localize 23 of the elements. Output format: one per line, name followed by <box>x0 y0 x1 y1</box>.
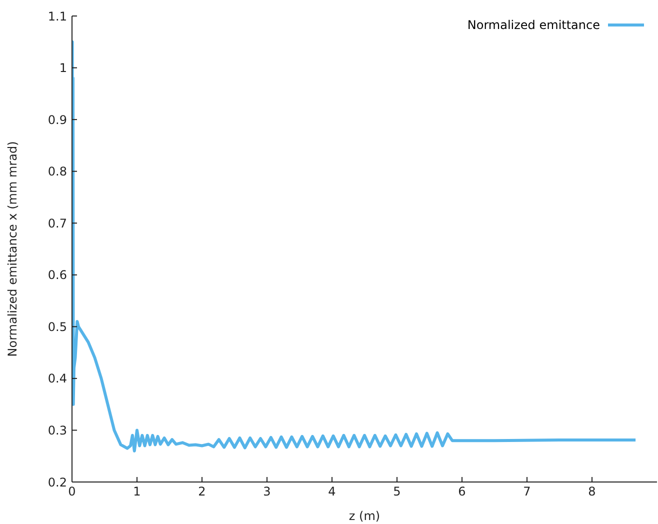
y-tick-label: 0.3 <box>48 423 67 438</box>
x-tick-label: 0 <box>68 484 76 499</box>
x-tick-label: 8 <box>588 484 596 499</box>
x-tick-label: 7 <box>523 484 531 499</box>
x-tick-label: 3 <box>263 484 271 499</box>
y-axis-title: Normalized emittance x (mm mrad) <box>5 141 20 357</box>
x-axis-title: z (m) <box>348 509 380 523</box>
x-tick-label: 4 <box>328 484 336 499</box>
y-tick-label: 1 <box>59 61 67 76</box>
y-tick-label: 0.7 <box>48 216 67 230</box>
y-tick-label: 0.5 <box>48 320 67 334</box>
legend-label: Normalized emittance <box>467 18 600 32</box>
y-tick-label: 0.9 <box>48 112 67 127</box>
line-series <box>72 40 638 452</box>
x-tick-label: 2 <box>198 484 206 499</box>
x-tick-label: 6 <box>458 484 466 499</box>
y-tick-label: 0.2 <box>48 475 67 490</box>
y-tick-label: 0.6 <box>48 268 67 282</box>
x-tick-label: 5 <box>393 484 401 499</box>
y-tick-label: 0.4 <box>48 372 67 386</box>
x-tick-label: 1 <box>133 484 141 499</box>
y-tick-label: 0.8 <box>48 164 67 179</box>
y-tick-label: 1.1 <box>48 9 67 24</box>
